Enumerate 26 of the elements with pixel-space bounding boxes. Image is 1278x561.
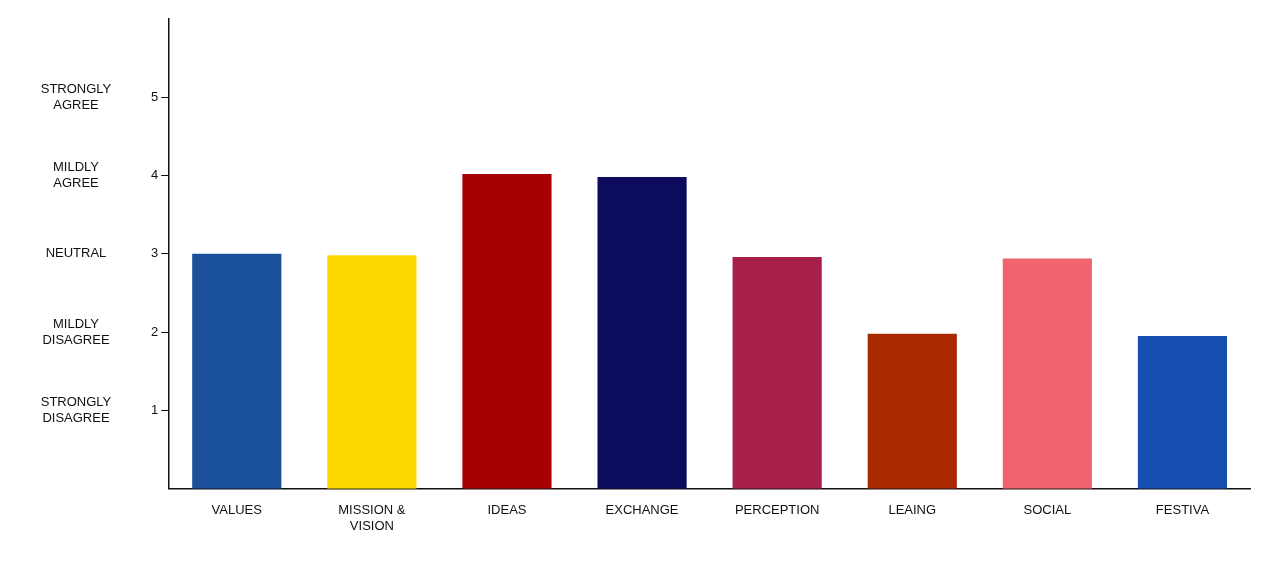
bar xyxy=(732,256,822,489)
text: MILDLY DISAGREE xyxy=(42,315,110,347)
bar xyxy=(867,333,957,489)
text: STRONGLY AGREE xyxy=(40,80,112,112)
x-tick-label: PERCEPTION xyxy=(734,502,820,518)
x-tick-label: LEAING xyxy=(888,502,937,518)
text: MILDLY AGREE xyxy=(53,159,100,191)
x-tick-label: VALUES xyxy=(211,502,263,518)
y-tick-label: 3 xyxy=(151,245,159,261)
x-tick-label: IDEAS xyxy=(487,502,527,518)
y-tick-label: 2 xyxy=(151,323,159,339)
x-tick-label: EXCHANGE xyxy=(605,502,679,518)
y-tick-label: 5 xyxy=(151,88,159,104)
bar xyxy=(327,255,417,489)
y-tick-label: 1 xyxy=(151,402,159,418)
bar xyxy=(192,253,282,489)
text: NEUTRAL xyxy=(45,245,107,261)
bar xyxy=(462,173,552,489)
x-tick-label: SOCIAL xyxy=(1023,502,1072,518)
x-tick-label: FESTIVA xyxy=(1155,502,1210,518)
y-tick-label: 4 xyxy=(151,167,159,183)
bar xyxy=(597,177,687,489)
text: STRONGLY DISAGREE xyxy=(40,394,112,426)
bar xyxy=(1137,336,1228,489)
bar xyxy=(1002,258,1092,489)
x-tick-label: MISSION & VISION xyxy=(338,502,406,533)
